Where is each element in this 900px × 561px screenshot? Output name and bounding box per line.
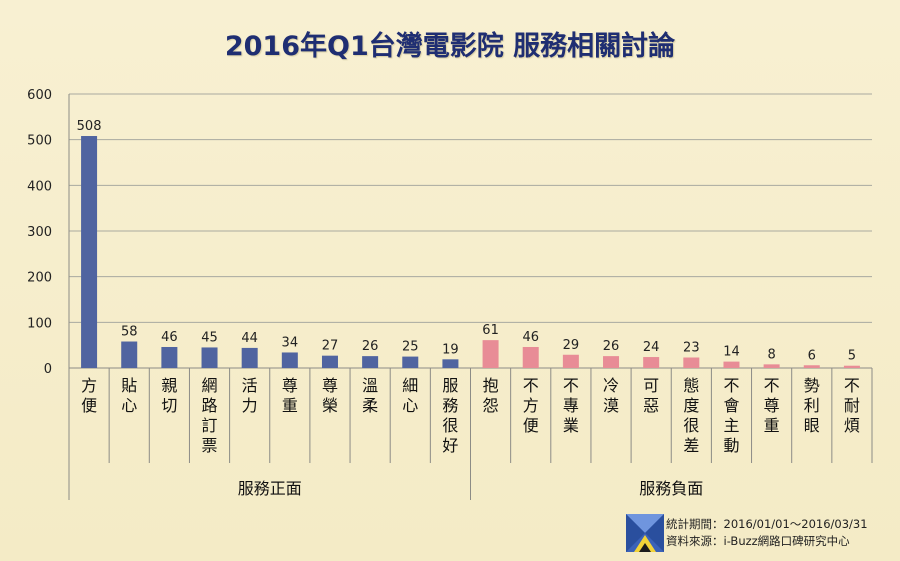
category-label: 網路訂票 xyxy=(202,376,218,455)
y-tick-label: 400 xyxy=(27,179,52,194)
source-text: 資料來源：i-Buzz網路口碑研究中心 xyxy=(666,534,850,548)
category-label: 尊重 xyxy=(282,376,298,415)
category-label: 勢利眼 xyxy=(804,376,820,435)
category-label: 服務很好 xyxy=(442,376,458,455)
bar xyxy=(121,341,138,368)
chart-title: 2016年Q1台灣電影院 服務相關討論 xyxy=(224,31,676,62)
bar xyxy=(763,364,780,368)
bar xyxy=(402,356,419,368)
bar xyxy=(362,356,379,368)
period-text: 統計期間：2016/01/01～2016/03/31 xyxy=(666,517,868,531)
data-label: 45 xyxy=(201,330,218,345)
data-label: 24 xyxy=(643,340,660,355)
category-label: 冷漠 xyxy=(603,376,619,415)
bar xyxy=(603,356,620,368)
footer-text: 統計期間：2016/01/01～2016/03/31 資料來源：i-Buzz網路… xyxy=(666,516,868,550)
data-label: 508 xyxy=(77,119,102,134)
ibuzz-logo-icon xyxy=(626,514,664,552)
y-tick-label: 200 xyxy=(27,271,52,286)
data-label: 46 xyxy=(522,330,539,345)
source-footer: 統計期間：2016/01/01～2016/03/31 資料來源：i-Buzz網路… xyxy=(626,514,896,554)
y-tick-label: 100 xyxy=(27,316,52,331)
data-label: 26 xyxy=(362,339,379,354)
category-label: 方便 xyxy=(81,376,97,415)
bar xyxy=(562,354,579,368)
bar xyxy=(81,136,98,368)
y-tick-label: 500 xyxy=(27,134,52,149)
bar xyxy=(643,357,660,368)
data-label: 8 xyxy=(767,347,775,362)
data-label: 34 xyxy=(282,335,299,350)
bar xyxy=(482,340,499,368)
data-label: 58 xyxy=(121,325,138,340)
category-label: 可惡 xyxy=(643,376,659,415)
category-label: 溫柔 xyxy=(362,376,378,415)
data-label: 27 xyxy=(322,339,339,354)
bar xyxy=(321,355,338,368)
category-label: 不耐煩 xyxy=(844,376,860,435)
group-label: 服務正面 xyxy=(238,479,302,498)
y-tick-label: 600 xyxy=(27,88,52,103)
category-label: 尊榮 xyxy=(322,376,338,415)
category-label: 細心 xyxy=(402,376,418,415)
category-label: 不尊重 xyxy=(764,376,780,435)
category-label: 不方便 xyxy=(523,376,539,435)
data-label: 26 xyxy=(603,339,620,354)
bar xyxy=(843,365,860,368)
y-tick-label: 300 xyxy=(27,225,52,240)
y-tick-label: 0 xyxy=(44,362,52,377)
data-label: 23 xyxy=(683,340,700,355)
category-label: 貼心 xyxy=(121,376,137,415)
data-label: 44 xyxy=(241,331,258,346)
bar xyxy=(723,361,740,368)
data-label: 5 xyxy=(848,349,856,364)
bar xyxy=(281,352,298,368)
data-label: 61 xyxy=(482,323,499,338)
bar xyxy=(442,359,459,368)
category-label: 不會主動 xyxy=(723,376,739,455)
data-label: 29 xyxy=(563,338,580,353)
data-label: 19 xyxy=(442,342,459,357)
data-label: 6 xyxy=(808,348,816,363)
category-label: 不專業 xyxy=(563,376,579,435)
data-label: 46 xyxy=(161,330,178,345)
bar xyxy=(683,357,700,368)
data-label: 25 xyxy=(402,340,419,355)
category-label: 抱怨 xyxy=(483,376,499,415)
bar xyxy=(241,347,258,368)
bar xyxy=(161,346,178,368)
bar xyxy=(201,347,218,368)
category-label: 親切 xyxy=(161,376,177,415)
group-label: 服務負面 xyxy=(639,479,703,498)
bar xyxy=(803,365,820,368)
bar xyxy=(522,346,539,368)
category-label: 活力 xyxy=(242,376,258,415)
category-label: 態度很差 xyxy=(683,376,699,455)
data-label: 14 xyxy=(723,345,740,360)
